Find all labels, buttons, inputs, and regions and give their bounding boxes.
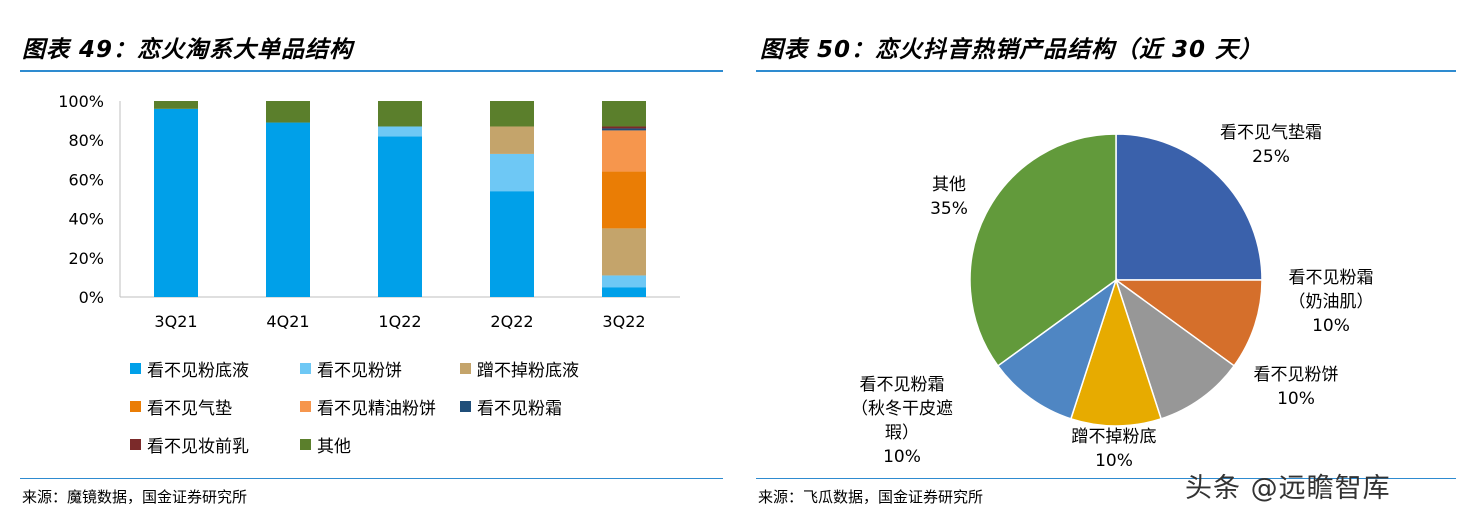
- legend-swatch: [300, 439, 311, 450]
- right-bottom-rule: [756, 478, 1456, 479]
- bar-segment: [602, 275, 646, 288]
- legend-item: 其他: [300, 432, 351, 457]
- pie-slice: [1114, 278, 1236, 420]
- stacked-bar-chart: 0% 20% 40% 60% 80% 100% 3Q21 4Q21 1Q22 2Q22 3Q22: [58, 92, 680, 331]
- legend-item: 看不见粉霜: [460, 394, 562, 419]
- bar-segment: [154, 101, 198, 109]
- pie-slice-label: 看不见粉饼 10%: [1254, 365, 1339, 409]
- bar-segment: [490, 153, 534, 192]
- bar-segment: [266, 101, 310, 123]
- x-tick-label: 2Q22: [490, 312, 533, 331]
- right-source-note: 来源：飞瓜数据，国金证券研究所: [758, 488, 984, 506]
- bar-segment: [490, 126, 534, 154]
- pie-slice: [969, 133, 1117, 367]
- legend-swatch: [130, 401, 141, 412]
- pie-slice: [996, 278, 1118, 420]
- legend-item: 看不见精油粉饼: [300, 394, 436, 419]
- right-panel-title: 图表 50：恋火抖音热销产品结构（近 30 天）: [760, 37, 1264, 63]
- pie-slice-label: 其他 35%: [930, 175, 968, 219]
- legend-swatch: [460, 401, 471, 412]
- legend-item: 看不见气垫: [130, 394, 232, 419]
- pie-slice: [1113, 279, 1263, 367]
- legend-label: 看不见粉霜: [477, 399, 562, 419]
- legend-label: 其他: [317, 437, 351, 457]
- bar-segment: [266, 122, 310, 297]
- bar-segment: [490, 101, 534, 127]
- bar-segment: [602, 228, 646, 276]
- y-tick-label: 0%: [79, 288, 104, 307]
- bar-segment: [602, 101, 646, 127]
- bar-segment: [602, 128, 646, 131]
- pie-chart: 看不见气垫霜 25% 看不见粉霜（奶油肌） 10% 看不见粉饼 10% 蹭不掉粉底 10% 看不…: [851, 123, 1374, 471]
- y-tick-label: 100%: [58, 92, 104, 111]
- bar-segment: [378, 101, 422, 127]
- left-panel-title: 图表 49：恋火淘系大单品结构: [22, 37, 354, 63]
- left-bottom-rule: [20, 478, 723, 479]
- bar-segment: [602, 171, 646, 229]
- legend-item: 蹭不掉粉底液: [460, 356, 579, 381]
- legend-item: 看不见粉底液: [130, 356, 249, 381]
- bar-segment: [602, 130, 646, 172]
- pie-slice: [1115, 133, 1263, 281]
- pie-slice-label: 看不见粉霜（秋冬干皮遮瑕） 10%: [851, 375, 953, 467]
- legend-label: 看不见妆前乳: [147, 437, 249, 457]
- legend-label: 看不见气垫: [147, 399, 232, 419]
- pie-slice-label: 看不见气垫霜 25%: [1220, 123, 1322, 167]
- x-tick-label: 1Q22: [378, 312, 421, 331]
- y-tick-label: 60%: [68, 170, 104, 189]
- x-tick-label: 4Q21: [266, 312, 309, 331]
- bar-segment: [378, 136, 422, 297]
- pie-slice-label: 蹭不掉粉底 10%: [1072, 427, 1157, 471]
- watermark: 头条 @远瞻智库: [1185, 473, 1391, 504]
- bar-segment: [602, 287, 646, 297]
- y-tick-label: 20%: [68, 249, 104, 268]
- left-source-note: 来源：魔镜数据，国金证券研究所: [22, 488, 248, 506]
- y-tick-label: 80%: [68, 131, 104, 150]
- bar-segment: [490, 191, 534, 297]
- x-tick-label: 3Q22: [602, 312, 645, 331]
- legend-swatch: [130, 363, 141, 374]
- legend-swatch: [300, 401, 311, 412]
- bar-segment: [602, 126, 646, 129]
- legend-label: 看不见精油粉饼: [317, 399, 436, 419]
- legend-swatch: [130, 439, 141, 450]
- legend-swatch: [300, 363, 311, 374]
- y-tick-label: 40%: [68, 210, 104, 229]
- legend-item: 看不见妆前乳: [130, 432, 249, 457]
- legend-label: 看不见粉饼: [317, 361, 402, 381]
- legend-label: 看不见粉底液: [147, 361, 249, 381]
- bar-segment: [154, 108, 198, 297]
- pie-slice: [1069, 277, 1163, 427]
- legend-label: 蹭不掉粉底液: [477, 361, 579, 381]
- legend-item: 看不见粉饼: [300, 356, 402, 381]
- left-title-rule: [20, 70, 723, 72]
- bar-segment: [378, 126, 422, 137]
- legend-swatch: [460, 363, 471, 374]
- pie-slice-label: 看不见粉霜（奶油肌） 10%: [1289, 268, 1374, 336]
- right-title-rule: [756, 70, 1456, 72]
- x-tick-label: 3Q21: [154, 312, 197, 331]
